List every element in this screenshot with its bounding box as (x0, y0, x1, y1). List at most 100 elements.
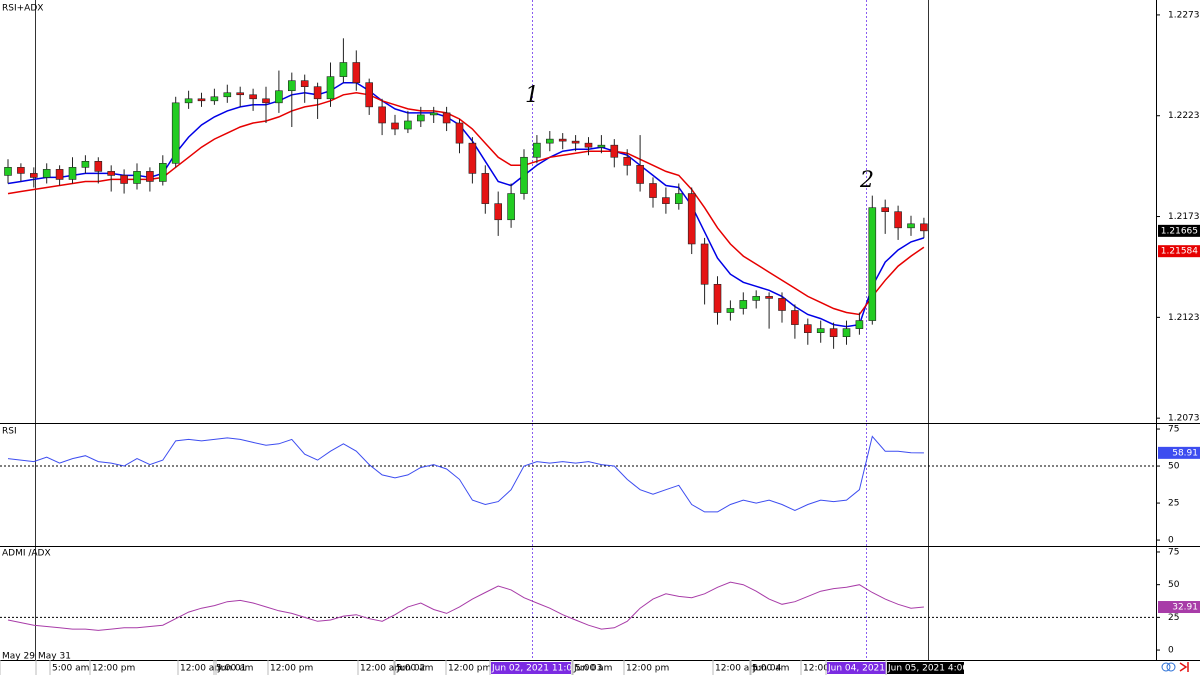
value-tag-bg (1158, 601, 1200, 614)
candle-body (391, 122, 399, 130)
scroll-end-icon[interactable] (1179, 662, 1189, 672)
candle-body (726, 308, 735, 313)
y-tick-label: 1.21736 (1168, 212, 1200, 222)
x-tick-label: 12:00 am (715, 664, 758, 674)
x-tick-label: Jun 04, 2021 8:0 (827, 664, 903, 674)
candle-body (326, 76, 335, 100)
x-tick-label: 12:00 pm (626, 664, 669, 674)
candle-body (687, 193, 696, 245)
candle-body (636, 165, 644, 184)
candle-body (803, 324, 812, 333)
candle-body (416, 114, 425, 122)
candle-body (275, 90, 283, 104)
candle-body (610, 144, 619, 158)
candle-body (765, 296, 773, 299)
x-tick-label: 5:00 am (752, 664, 789, 674)
x-tick-label: 12:00 pm (448, 664, 491, 674)
candle-body (649, 183, 657, 198)
candle-body (55, 169, 64, 180)
candle-body (107, 171, 115, 176)
candle-body (442, 112, 451, 124)
candle-body (520, 156, 528, 194)
candle-body (507, 193, 515, 221)
x-tick-label: Jun 05, 2021 4:00 am (887, 664, 985, 674)
x-tick-label: Jun 02, 2021 11:00 pm (491, 664, 595, 674)
candle-body (623, 156, 632, 166)
candle-body (455, 122, 464, 144)
frame (0, 0, 1200, 661)
y-tick-label: 0 (1168, 536, 1174, 546)
x-tick-label: 12:00 am (360, 664, 403, 674)
candle-body (713, 283, 722, 313)
x-tick-label: 12:00 pm (803, 664, 846, 674)
candle-body (674, 193, 683, 204)
candle-body (300, 80, 309, 87)
candle-body (533, 142, 541, 158)
candle-body (159, 163, 167, 182)
candle-body (791, 310, 799, 325)
candle-body (494, 203, 503, 221)
x-tick-label: 5:00 am (575, 664, 612, 674)
annotation: 2 (859, 168, 874, 193)
candle-body (223, 92, 232, 98)
candle-body (352, 62, 361, 83)
candle-body (236, 92, 244, 96)
x-tick-label: 12:00 am (180, 664, 223, 674)
y-tick-label: 75 (1168, 547, 1179, 557)
x-tick-label: May 31 (38, 652, 71, 662)
candle-body (855, 320, 864, 329)
annotation: 1 (525, 83, 539, 108)
candle-body (481, 173, 490, 204)
candle-body (662, 197, 670, 204)
candle-body (171, 102, 180, 164)
value-tag-bg (1158, 224, 1200, 237)
x-tick-label: 12:00 pm (92, 664, 135, 674)
candle-body (700, 243, 709, 285)
pane-title: RSI (2, 427, 17, 437)
candle-body (42, 169, 51, 178)
candle-body (29, 173, 38, 178)
link-icon[interactable] (1161, 662, 1171, 672)
time-label-bg (887, 662, 964, 674)
candle-body (545, 138, 554, 144)
link-icon[interactable] (1166, 662, 1176, 672)
x-tick-label: Jun 04 (752, 664, 782, 674)
candle-body (842, 328, 851, 338)
value-tag: 1.21584 (1161, 247, 1198, 257)
toolbar-icons[interactable] (1161, 662, 1189, 672)
candle-body (571, 140, 580, 144)
candle-body (584, 142, 593, 148)
candle-body (739, 300, 748, 309)
candle-body (133, 171, 141, 184)
indicator-line (7, 435, 924, 513)
indicator-line (7, 581, 924, 631)
y-tick-label: 25 (1168, 613, 1179, 623)
x-tick-label: 5:00 am (216, 664, 253, 674)
y-tick-label: 1.22236 (1168, 111, 1200, 121)
y-tick-label: 75 (1168, 425, 1179, 435)
candle-body (378, 106, 386, 124)
y-tick-label: 0 (1168, 646, 1174, 656)
y-tick-label: 50 (1168, 462, 1180, 472)
x-tick-label: 12:00 pm (270, 664, 313, 674)
y-tick-label: 1.22736 (1168, 10, 1200, 20)
y-tick-label: 1.20736 (1168, 414, 1200, 424)
candle-body (287, 80, 296, 92)
x-tick-label: 5:00 am (52, 664, 89, 674)
candle-body (829, 328, 838, 338)
candle-body (881, 207, 890, 213)
candle-body (120, 175, 128, 184)
y-tick-label: 25 (1168, 499, 1179, 509)
pane-title: RSI+ADX (2, 4, 43, 14)
candle-body (4, 167, 12, 176)
candle-body (81, 160, 90, 168)
candle-body (262, 98, 270, 104)
candle-body (184, 98, 193, 104)
candle-body (597, 144, 606, 148)
value-tag: 58.91 (1172, 448, 1198, 458)
candle-body (468, 142, 477, 174)
time-label-bg (491, 662, 571, 674)
candle-body (894, 211, 902, 229)
